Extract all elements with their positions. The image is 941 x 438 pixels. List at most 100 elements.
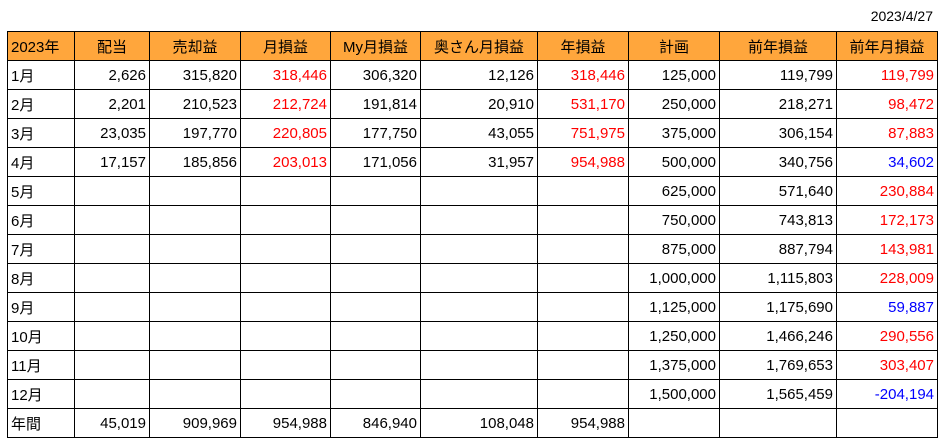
cell-dividend: 23,035 [74,118,150,148]
cell-total-yearly-profit: 954,988 [537,408,629,438]
cell-prev-year-profit: 1,115,803 [719,263,837,293]
cell-sale-profit [149,350,241,380]
cell-month: 7月 [7,234,75,264]
header-year: 2023年 [7,31,75,61]
cell-yearly-profit: 318,446 [537,60,629,90]
cell-monthly-profit [240,205,331,235]
cell-monthly-profit: 212,724 [240,89,331,119]
cell-prev-year-profit: 887,794 [719,234,837,264]
cell-total-wife-monthly-profit: 108,048 [420,408,538,438]
cell-wife-monthly-profit [420,321,538,351]
cell-month: 4月 [7,147,75,177]
cell-monthly-profit: 318,446 [240,60,331,90]
cell-wife-monthly-profit: 20,910 [420,89,538,119]
cell-yearly-profit [537,350,629,380]
cell-prev-year-profit: 743,813 [719,205,837,235]
cell-wife-monthly-profit [420,205,538,235]
header-plan: 計画 [628,31,720,61]
cell-sale-profit: 185,856 [149,147,241,177]
cell-yearly-profit: 751,975 [537,118,629,148]
header-my-monthly-profit: My月損益 [330,31,421,61]
cell-monthly-profit [240,176,331,206]
table-body: 1月 2,626 315,820 318,446 306,320 12,126 318,44… [7,60,938,438]
table-row: 3月 23,035 197,770 220,805 177,750 43,055 751,9… [7,118,938,148]
table-row: 10月 1,250,000 1,466,246 290,556 [7,321,938,351]
cell-prev-year-monthly-profit: 143,981 [836,234,938,264]
header-monthly-profit: 月損益 [240,31,331,61]
cell-yearly-profit [537,292,629,322]
cell-my-monthly-profit [330,379,421,409]
cell-plan: 875,000 [628,234,720,264]
cell-my-monthly-profit [330,263,421,293]
table-row: 2月 2,201 210,523 212,724 191,814 20,910 531,17… [7,89,938,119]
cell-total-prev-year-profit [719,408,837,438]
cell-month: 3月 [7,118,75,148]
cell-prev-year-monthly-profit: 98,472 [836,89,938,119]
cell-month: 11月 [7,350,75,380]
cell-yearly-profit [537,263,629,293]
cell-total-prev-year-monthly-profit [836,408,938,438]
table-row: 12月 1,500,000 1,565,459 -204,194 [7,379,938,409]
cell-wife-monthly-profit [420,379,538,409]
cell-dividend [74,379,150,409]
cell-prev-year-profit: 1,565,459 [719,379,837,409]
cell-monthly-profit [240,292,331,322]
cell-my-monthly-profit [330,234,421,264]
cell-wife-monthly-profit: 12,126 [420,60,538,90]
cell-monthly-profit [240,350,331,380]
cell-prev-year-profit: 1,175,690 [719,292,837,322]
cell-month: 8月 [7,263,75,293]
cell-plan: 1,125,000 [628,292,720,322]
cell-prev-year-profit: 1,466,246 [719,321,837,351]
cell-plan: 625,000 [628,176,720,206]
header-prev-year-profit: 前年損益 [719,31,837,61]
cell-month: 6月 [7,205,75,235]
cell-sale-profit [149,234,241,264]
table-row: 8月 1,000,000 1,115,803 228,009 [7,263,938,293]
cell-wife-monthly-profit [420,292,538,322]
cell-prev-year-monthly-profit: -204,194 [836,379,938,409]
cell-sale-profit [149,205,241,235]
cell-plan: 1,375,000 [628,350,720,380]
cell-my-monthly-profit [330,292,421,322]
cell-monthly-profit: 220,805 [240,118,331,148]
cell-wife-monthly-profit: 43,055 [420,118,538,148]
cell-prev-year-monthly-profit: 228,009 [836,263,938,293]
cell-wife-monthly-profit [420,234,538,264]
table-row: 4月 17,157 185,856 203,013 171,056 31,957 954,9… [7,147,938,177]
cell-sale-profit [149,176,241,206]
cell-prev-year-profit: 1,769,653 [719,350,837,380]
cell-total-dividend: 45,019 [74,408,150,438]
cell-month: 9月 [7,292,75,322]
cell-prev-year-profit: 340,756 [719,147,837,177]
cell-prev-year-profit: 119,799 [719,60,837,90]
header-row: 2023年 配当 売却益 月損益 My月損益 奥さん月損益 年損益 計画 前年損… [7,31,938,61]
cell-wife-monthly-profit [420,350,538,380]
report-date: 2023/4/27 [870,8,933,24]
cell-sale-profit [149,321,241,351]
cell-my-monthly-profit [330,205,421,235]
cell-plan: 375,000 [628,118,720,148]
cell-dividend [74,350,150,380]
cell-prev-year-profit: 571,640 [719,176,837,206]
table-row: 9月 1,125,000 1,175,690 59,887 [7,292,938,322]
cell-prev-year-monthly-profit: 119,799 [836,60,938,90]
cell-dividend [74,234,150,264]
cell-total-monthly-profit: 954,988 [240,408,331,438]
cell-sale-profit [149,263,241,293]
cell-plan: 500,000 [628,147,720,177]
cell-my-monthly-profit [330,176,421,206]
cell-wife-monthly-profit [420,263,538,293]
cell-monthly-profit [240,321,331,351]
cell-yearly-profit [537,321,629,351]
cell-my-monthly-profit [330,350,421,380]
cell-prev-year-monthly-profit: 87,883 [836,118,938,148]
cell-dividend: 2,201 [74,89,150,119]
header-yearly-profit: 年損益 [537,31,629,61]
cell-wife-monthly-profit [420,176,538,206]
cell-prev-year-monthly-profit: 303,407 [836,350,938,380]
cell-plan: 750,000 [628,205,720,235]
profit-table: 2023年 配当 売却益 月損益 My月損益 奥さん月損益 年損益 計画 前年損… [7,31,938,438]
cell-yearly-profit: 531,170 [537,89,629,119]
cell-dividend [74,205,150,235]
